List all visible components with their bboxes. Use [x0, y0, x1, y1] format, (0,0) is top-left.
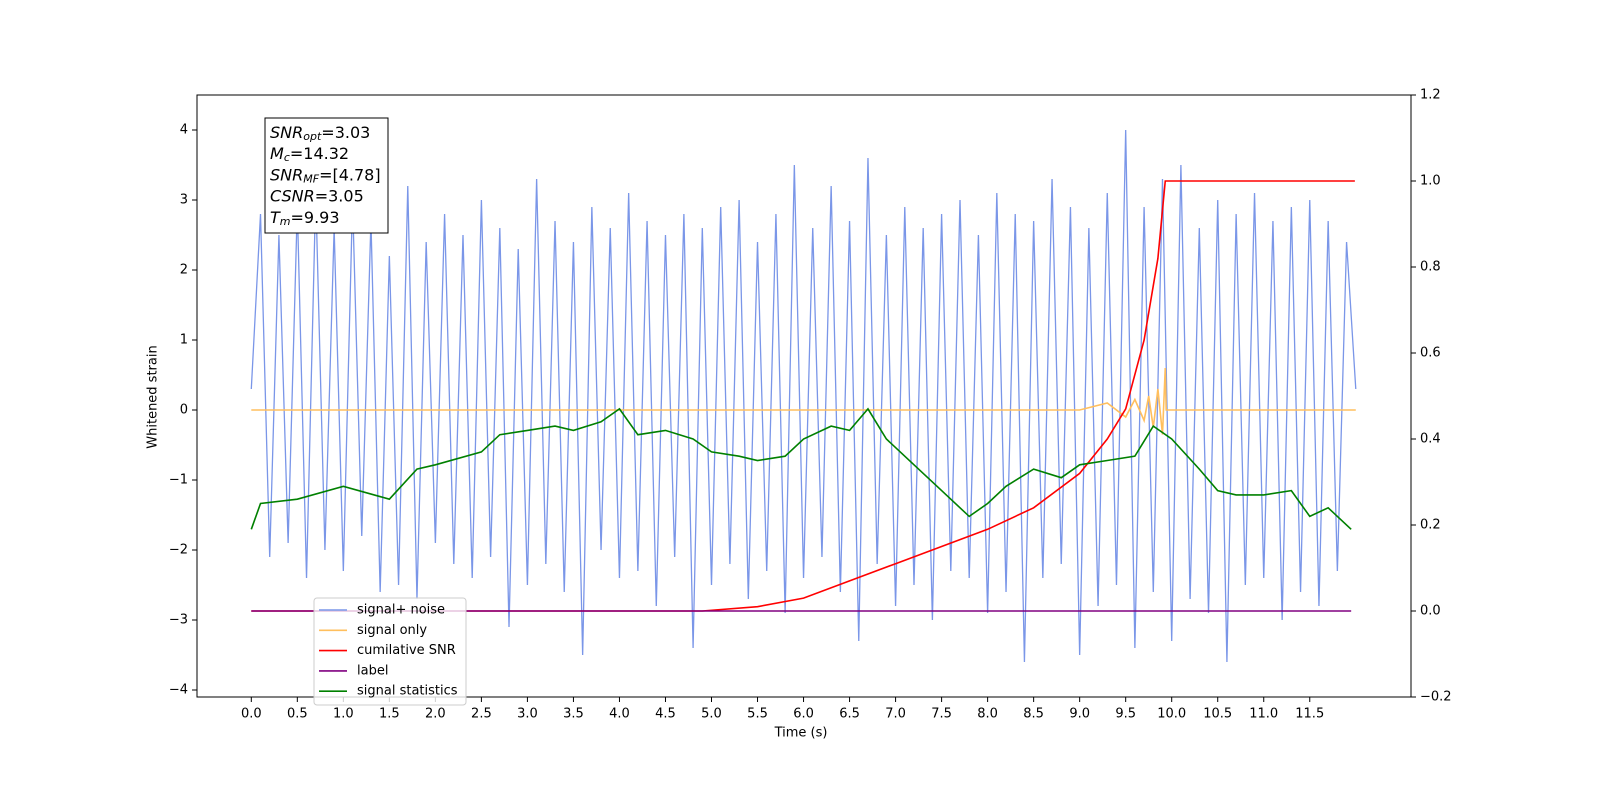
y-tick-label: −4: [169, 683, 188, 698]
series-line: [250, 129, 1357, 663]
annotation: SNRMF=[4.78]: [270, 165, 381, 186]
y-tick-label: −1: [169, 473, 188, 488]
y-tick-label: −3: [169, 613, 188, 628]
x-tick-label: 6.0: [793, 707, 814, 722]
y2-tick-label: 0.8: [1420, 260, 1441, 275]
y-tick-label: 1: [180, 333, 188, 348]
x-tick-label: 8.0: [977, 707, 998, 722]
legend: signal+ noise signal only cumilative SNR la…: [313, 597, 467, 706]
legend-label: label: [357, 663, 388, 678]
x-tick-label: 4.0: [609, 707, 630, 722]
x-tick-label: 1.0: [333, 707, 354, 722]
annotation-box: SNRopt=3.03Mc=14.32SNRMF=[4.78]CSNR=3.05…: [264, 117, 389, 234]
x-axis-label: Time (s): [774, 726, 828, 741]
annotation-symbol: T: [270, 207, 281, 226]
y-axis-label: Whitened strain: [146, 345, 161, 448]
y-tick-label: −2: [169, 543, 188, 558]
legend-label: signal only: [357, 623, 427, 638]
legend-label: cumilative SNR: [357, 643, 456, 658]
y-tick-label: 3: [180, 193, 188, 208]
x-tick-label: 7.5: [931, 707, 952, 722]
y2-tick-label: 0.2: [1420, 518, 1441, 533]
annotation-subscript: MF: [303, 172, 319, 185]
y2-tick-label: 0.0: [1420, 604, 1441, 619]
x-tick-label: 2.0: [425, 707, 446, 722]
annotation-subscript: opt: [303, 130, 322, 143]
annotation: Mc=14.32: [270, 144, 349, 165]
annotation-symbol: SNR: [270, 123, 303, 142]
x-tick-label: 3.5: [563, 707, 584, 722]
x-tick-label: 7.0: [885, 707, 906, 722]
annotation-frame: [264, 117, 389, 234]
annotation-text: =[4.78]: [319, 165, 381, 184]
x-tick-label: 5.5: [747, 707, 768, 722]
y2-tick-label: 0.6: [1420, 346, 1441, 361]
annotation-subscript: m: [280, 215, 291, 228]
plot-lines: [250, 129, 1357, 663]
y-tick-label: 0: [180, 403, 188, 418]
x-tick-label: 3.0: [517, 707, 538, 722]
y-tick-label: 4: [180, 123, 188, 138]
x-tick-label: 0.5: [287, 707, 308, 722]
annotation-text: =3.05: [315, 186, 364, 205]
x-tick-label: 11.0: [1249, 707, 1278, 722]
legend-label: signal statistics: [357, 684, 458, 699]
x-tick-label: 0.0: [241, 707, 262, 722]
annotation: CSNR=3.05: [270, 186, 364, 205]
y2-tick-label: 1.0: [1420, 174, 1441, 189]
x-tick-label: 8.5: [1023, 707, 1044, 722]
legend-frame: [313, 597, 467, 706]
y2-tick-label: −0.2: [1420, 690, 1452, 705]
annotation-text: =3.03: [321, 123, 370, 142]
x-tick-label: 5.0: [701, 707, 722, 722]
legend-label: signal+ noise: [357, 603, 445, 618]
y2-tick-label: 1.2: [1420, 88, 1441, 103]
x-tick-label: 4.5: [655, 707, 676, 722]
x-tick-label: 1.5: [379, 707, 400, 722]
series-line: [250, 407, 1352, 530]
annotation: SNRopt=3.03: [270, 123, 370, 144]
annotation-text: =9.93: [291, 207, 340, 226]
annotation-symbol: CSNR: [270, 186, 315, 205]
series-line: [251, 367, 1356, 435]
y-tick-label: 2: [180, 263, 188, 278]
y2-tick-label: 0.4: [1420, 432, 1441, 447]
annotation: Tm=9.93: [270, 207, 340, 228]
annotation-text: =14.32: [290, 144, 349, 163]
annotation-subscript: c: [284, 151, 290, 164]
x-tick-label: 11.5: [1295, 707, 1324, 722]
x-tick-label: 10.0: [1157, 707, 1186, 722]
annotation-symbol: M: [270, 144, 284, 163]
x-tick-label: 9.0: [1069, 707, 1090, 722]
x-tick-label: 2.5: [471, 707, 492, 722]
x-tick-label: 9.5: [1115, 707, 1136, 722]
x-tick-label: 6.5: [839, 707, 860, 722]
series-line: [251, 180, 1355, 612]
annotation-symbol: SNR: [270, 165, 303, 184]
x-tick-label: 10.5: [1203, 707, 1232, 722]
